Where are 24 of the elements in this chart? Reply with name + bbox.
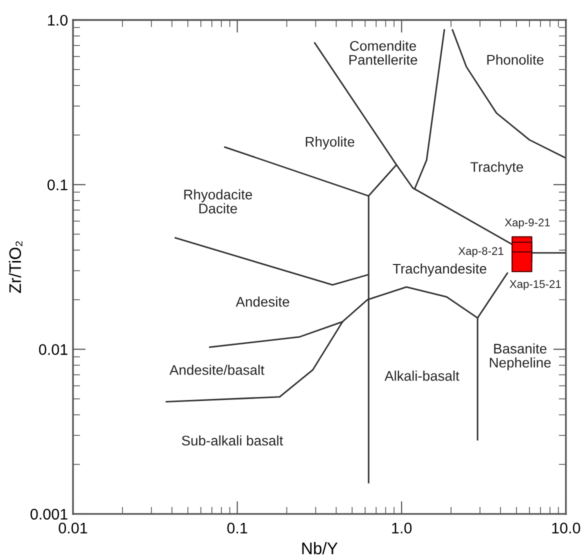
y-axis-title: Zr/TiO₂ (8, 241, 22, 293)
annotation: Xap-15-21 (510, 280, 561, 290)
annotation: Rhyodacite Dacite (184, 189, 252, 214)
annotation: Xap-8-21 (458, 247, 504, 258)
annotation: Xap-9-21 (504, 218, 550, 229)
y-tick-label: 0.01 (39, 344, 68, 355)
annotation: Andesite/basalt (169, 364, 264, 375)
y-tick-label: 1.0 (48, 14, 68, 26)
x-axis-title: Nb/Y (302, 542, 338, 554)
annotation: Comendite Pantellerite (349, 40, 418, 65)
x-tick-label: 0.01 (58, 522, 88, 534)
annotation: Basanite Nepheline (490, 343, 551, 370)
annotation: Phonolite (487, 54, 544, 65)
annotation: Rhyolite (306, 136, 354, 150)
annotation: Alkali-basalt (384, 370, 460, 381)
annotation: Sub-alkali basalt (182, 435, 284, 446)
x-tick-label: 0.1 (227, 522, 248, 534)
annotation: Trachyandesite (392, 263, 486, 276)
x-tick-label: 1.0 (392, 522, 412, 534)
y-tick-label: 0.1 (48, 180, 68, 190)
x-tick-label: 10.0 (552, 522, 580, 534)
annotation: Andesite (236, 296, 290, 307)
y-tick-label: 0.001 (30, 508, 68, 520)
annotation: Trachyte (470, 162, 524, 175)
